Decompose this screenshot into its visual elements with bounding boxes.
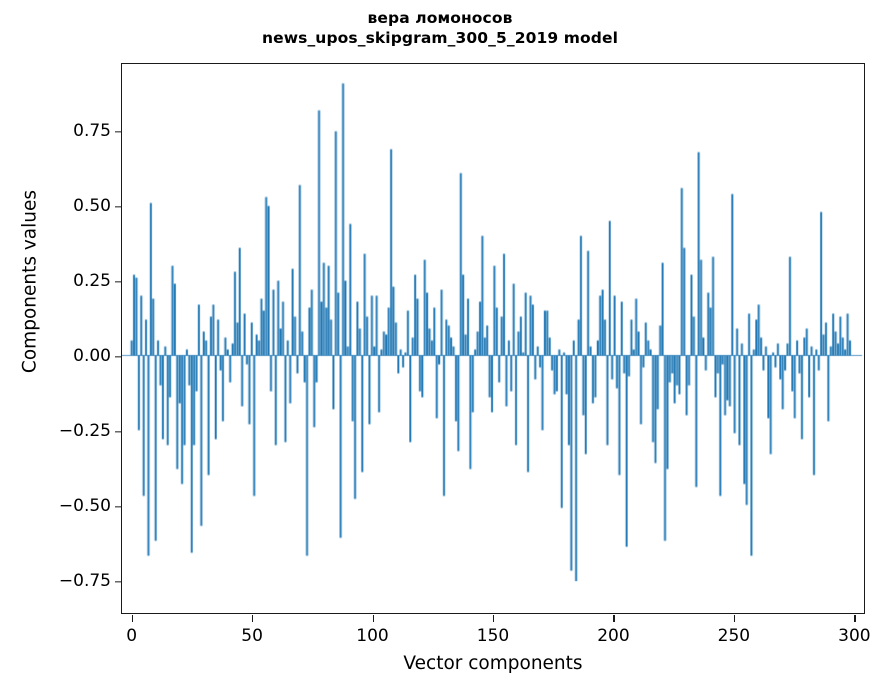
x-axis-label: Vector components <box>403 653 583 674</box>
y-axis-tick-label: 0.25 <box>73 270 111 291</box>
x-axis-tick-mark <box>613 615 615 622</box>
x-axis-tick-mark <box>493 615 495 622</box>
x-axis-tick-mark <box>131 615 133 622</box>
x-axis-tick-mark <box>733 615 736 622</box>
chart-title-line-1: вера ломоносов <box>367 9 513 27</box>
chart-title-line-2: news_upos_skipgram_300_5_2019 model <box>261 29 619 48</box>
plot-axes: 0 50 100 150 200 250 300 <box>115 63 871 646</box>
x-axis-tick-label: 50 <box>241 626 263 646</box>
x-axis-tick-mark <box>854 615 856 622</box>
y-axis-tick-mark <box>115 130 122 133</box>
y-axis-tick-mark <box>115 205 122 208</box>
x-axis-tick-label: 100 <box>356 626 389 646</box>
x-axis-tick-label: 250 <box>717 626 751 646</box>
x-axis-tick-mark <box>372 615 374 622</box>
x-axis-tick-label: 300 <box>838 626 871 646</box>
y-axis-tick-mark <box>115 430 122 433</box>
y-axis-tick-label: 0.00 <box>73 345 111 366</box>
y-axis-tick-label: 0.50 <box>73 195 111 216</box>
y-axis-tick-label: −0.75 <box>58 570 111 591</box>
bar-series-canvas <box>122 64 864 613</box>
y-axis-tick-mark <box>115 505 122 508</box>
y-axis-tick-label: 0.75 <box>73 120 111 141</box>
y-axis-tick-label: −0.25 <box>58 420 111 441</box>
y-axis-tick-label: −0.50 <box>58 495 111 516</box>
chart-title: вера ломоносов news_upos_skipgram_300_5_… <box>0 8 880 49</box>
x-axis-tick-label: 0 <box>126 626 138 646</box>
y-axis-tick-mark <box>115 355 122 358</box>
y-axis-tick-mark <box>115 580 122 583</box>
x-axis-tick-label: 150 <box>476 626 510 646</box>
y-axis-tick-mark <box>115 280 122 283</box>
x-axis-tick-label: 200 <box>597 626 630 646</box>
x-axis-tick-mark <box>252 615 254 622</box>
